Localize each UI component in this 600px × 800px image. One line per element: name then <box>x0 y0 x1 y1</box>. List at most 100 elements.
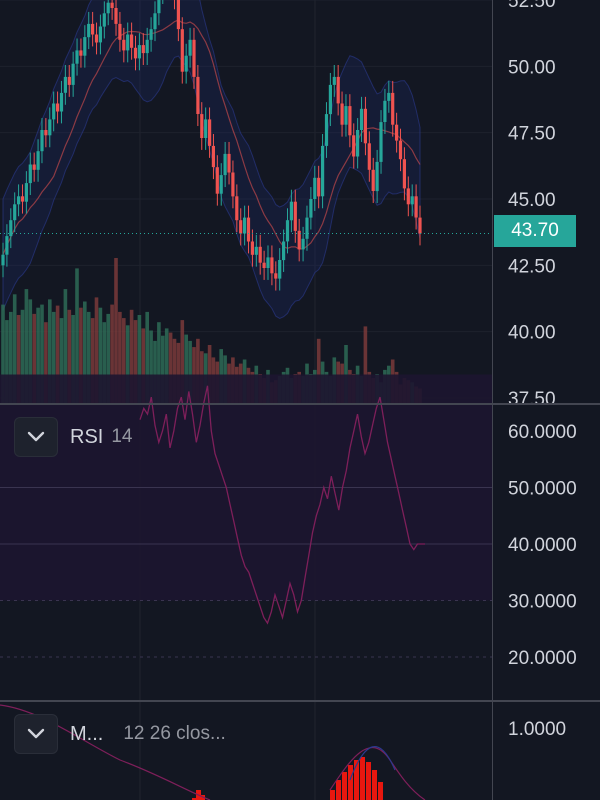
macd-params: 12 26 clos... <box>123 723 226 744</box>
price-axis-tick: 37.50 <box>508 389 556 410</box>
candle-body <box>293 201 297 231</box>
macd-histogram-bar <box>200 795 205 800</box>
volume-bar <box>141 328 146 403</box>
macd-signal-line-2 <box>349 746 396 781</box>
volume-bar <box>184 334 188 403</box>
volume-bar <box>125 325 130 403</box>
candle-body <box>410 196 414 205</box>
candle-body <box>371 169 375 191</box>
volume-bar <box>114 258 118 403</box>
volume-bar <box>188 340 192 403</box>
candle-body <box>211 145 215 168</box>
candle-body <box>270 257 274 274</box>
pane-separator-rsi[interactable] <box>0 403 600 405</box>
candle-body <box>254 246 258 255</box>
candle-body <box>297 230 301 250</box>
volume-bar <box>118 311 122 403</box>
candle-body <box>246 217 251 242</box>
candle-body <box>387 92 391 101</box>
candle-body <box>383 100 387 122</box>
candle-body <box>204 119 208 138</box>
chevron-down-icon <box>27 728 45 739</box>
rsi-collapse-button[interactable] <box>14 417 58 457</box>
volume-bar <box>20 309 25 403</box>
volume-bar <box>32 313 36 403</box>
macd-collapse-button[interactable] <box>14 714 58 754</box>
price-axis-tick: 47.50 <box>508 124 556 145</box>
volume-bar <box>316 338 321 403</box>
candle-body <box>266 257 270 268</box>
candle-body <box>188 39 192 56</box>
candle-body <box>102 13 106 27</box>
candle-body <box>219 175 223 194</box>
volume-bar <box>83 301 87 403</box>
macd-histogram-bar <box>342 772 347 800</box>
candle-body <box>141 45 145 54</box>
candle-body <box>87 23 91 38</box>
candle-body <box>250 241 254 255</box>
volume-bar <box>122 318 126 403</box>
volume-bar <box>110 304 114 403</box>
macd-histogram-bar <box>366 762 371 800</box>
volume-bar <box>363 326 368 403</box>
volume-bar <box>44 322 48 403</box>
volume-bar <box>106 313 110 403</box>
candle-body <box>243 217 247 234</box>
volume-bar <box>86 311 91 403</box>
volume-bar <box>5 320 9 403</box>
candle-body <box>75 50 79 64</box>
volume-bar <box>16 315 21 403</box>
volume-bar <box>164 328 169 403</box>
candle-body <box>184 55 188 72</box>
volume-bar <box>9 311 13 403</box>
candle-body <box>52 103 56 120</box>
candle-body <box>309 199 313 218</box>
candle-body <box>227 153 231 173</box>
volume-bar <box>137 315 142 403</box>
candle-body <box>231 172 235 197</box>
volume-bar <box>180 320 185 403</box>
candle-body <box>13 204 17 221</box>
price-axis-border <box>492 0 493 800</box>
volume-bar <box>196 338 200 403</box>
volume-bar <box>145 311 149 403</box>
price-axis-tick: 50.00 <box>508 57 556 78</box>
candle-body <box>391 92 395 125</box>
candle-body <box>59 92 64 112</box>
volume-bar <box>36 307 40 403</box>
pane-separator-macd[interactable] <box>0 700 600 702</box>
candle-body <box>44 130 48 136</box>
candle-body <box>414 196 418 218</box>
candle-body <box>285 220 290 242</box>
candle-body <box>344 106 348 125</box>
candle-body <box>278 260 282 279</box>
candle-body <box>402 159 406 189</box>
candle-body <box>395 124 399 141</box>
volume-bar <box>75 268 79 403</box>
macd-histogram-bar <box>336 780 341 800</box>
candle-body <box>352 135 356 157</box>
candle-body <box>122 39 126 51</box>
candle-body <box>114 8 118 24</box>
volume-bar <box>1 304 5 403</box>
volume-bar <box>172 338 177 403</box>
candle-body <box>79 50 83 56</box>
volume-bar <box>207 345 212 403</box>
candle-body <box>359 108 364 130</box>
candle-body <box>83 37 87 56</box>
macd-title: M... <box>70 722 104 745</box>
rsi-param: 14 <box>111 426 133 447</box>
volume-bar <box>79 307 83 403</box>
macd-histogram-bar <box>354 760 359 800</box>
candle-body <box>110 2 114 9</box>
candle-body <box>348 106 352 136</box>
volume-bar <box>28 299 33 403</box>
chevron-down-icon <box>27 431 45 442</box>
candle-body <box>126 34 130 51</box>
candle-body <box>336 76 340 104</box>
candle-body <box>137 45 141 59</box>
candle-body <box>196 76 200 114</box>
candle-body <box>130 34 134 48</box>
volume-bar <box>161 335 165 403</box>
